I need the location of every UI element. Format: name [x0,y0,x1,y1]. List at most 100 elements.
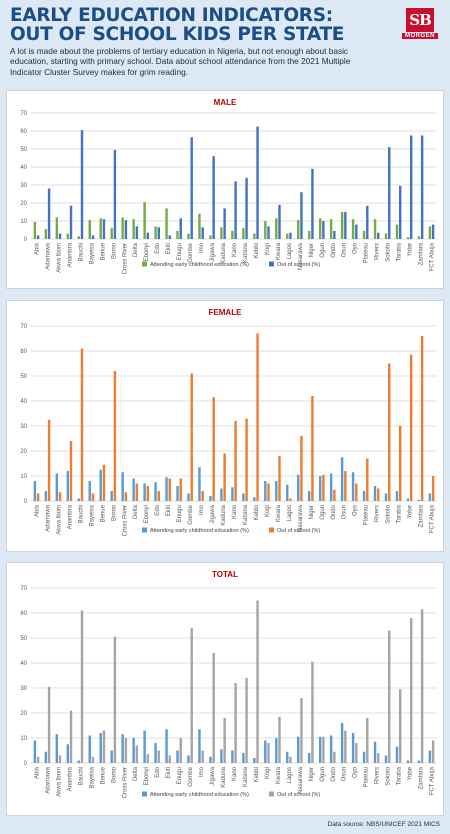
female-category-label: Kebbi [254,505,260,520]
male-attending-bar [384,233,388,239]
female-category-label: Adamawa [45,504,51,531]
male-out-of-school-bar [388,147,391,239]
female-category-label: Bayelsa [89,504,95,526]
male-category-label: Delta [133,242,139,257]
total-attending-bar [395,746,399,763]
female-chart-title: FEMALE [209,308,243,317]
female-out-of-school-bar [245,418,248,501]
total-y-tick-label: 10 [20,736,27,742]
female-attending-bar [395,491,399,501]
male-legend-attending-label: Attending early childhood education (%) [150,262,249,268]
male-attending-bar [154,226,157,239]
total-out-of-school-bar [179,738,182,763]
female-category-label: Yobe [408,504,414,518]
female-attending-bar [275,481,278,501]
female-category-label: Jigawa [210,504,216,523]
total-category-label: Delta [133,766,139,781]
male-out-of-school-bar [168,235,171,239]
female-out-of-school-bar [102,464,106,501]
male-attending-bar [307,230,311,239]
female-out-of-school-bar [344,471,347,501]
total-out-of-school-bar [245,678,248,763]
total-category-label: Borno [111,766,117,783]
male-category-label: Taraba [397,242,403,261]
total-category-label: Plateau [364,767,370,787]
total-category-label: Lagos [287,767,293,783]
male-attending-bar [329,219,333,239]
total-category-label: Nasarawa [298,766,304,794]
male-attending-bar [275,218,278,239]
male-y-tick-label: 60 [20,129,27,135]
female-y-tick-label: 60 [20,349,27,355]
male-out-of-school-bar [36,235,40,239]
total-attending-bar [318,736,322,763]
total-out-of-school-bar [377,753,380,763]
male-out-of-school-bar [58,233,62,239]
female-legend-out-of-school-label: Out of school (%) [277,528,320,534]
total-chart: TOTAL 0 10 20 30 40 50 60 70 Abia Adamawa Akwa Ibom… [20,570,437,798]
total-category-label: Kebbi [254,767,260,782]
total-out-of-school-bar [223,718,226,763]
male-out-of-school-bar [69,205,73,239]
total-category-label: Edo [155,766,161,777]
total-attending-bar [110,750,113,763]
total-attending-bar [44,751,48,763]
male-attending-bar [165,208,168,239]
male-attending-bar [44,229,48,239]
female-attending-bar [318,476,322,501]
female-out-of-school-bar [366,458,369,501]
female-category-label: Katsina [243,504,249,525]
male-category-label: Benue [100,242,106,260]
total-attending-bar [165,729,168,763]
female-attending-bar [406,498,410,501]
total-category-label: Kogi [265,767,271,779]
female-out-of-school-bar [135,483,139,501]
total-out-of-school-bar [58,755,62,763]
female-legend-out-of-school-swatch [269,527,274,533]
total-attending-bar [77,760,80,763]
male-attending-bar [340,212,344,239]
male-attending-bar [187,233,190,239]
total-category-label: Kano [232,766,238,781]
total-category-label: Ekiti [166,767,172,778]
female-attending-bar [384,493,388,501]
male-attending-bar [99,218,102,239]
male-category-label: Plateau [364,243,370,263]
total-out-of-school-bar [168,755,171,763]
total-category-label: Enugu [177,767,183,784]
female-category-label: Imo [199,504,205,515]
female-attending-bar [66,471,70,501]
total-attending-bar [428,750,432,763]
total-out-of-school-bar [135,745,139,763]
male-y-tick-label: 70 [20,111,27,117]
male-category-label: Lagos [287,243,293,259]
male-attending-bar [318,218,322,239]
total-attending-bar [154,743,157,763]
male-out-of-school-bar [135,226,139,239]
total-category-label: Anambra [67,766,73,791]
female-category-label: Gombe [188,504,194,524]
female-out-of-school-bar [69,441,73,501]
male-category-label: Sokoto [386,242,392,261]
female-out-of-school-bar [179,478,182,501]
total-out-of-school-bar [300,698,303,763]
female-out-of-school-bar [124,492,128,501]
male-category-label: Ekiti [166,243,172,254]
female-category-label: Bauchi [78,505,84,523]
total-out-of-school-bar [355,743,358,763]
total-y-tick-label: 50 [20,636,27,642]
title-line-2: OUT OF SCHOOL KIDS PER STATE [10,24,345,45]
male-attending-bar [33,221,37,239]
male-category-label: Rivers [375,243,381,260]
male-attending-bar [362,230,366,239]
female-category-label: Rivers [375,505,381,522]
female-y-tick-label: 70 [20,324,27,330]
male-category-label: Akwa Ibom [56,243,62,273]
male-out-of-school-bar [124,220,128,239]
male-chart: MALE 0 10 20 30 40 50 60 70 Abia Adamawa Akwa Ibom A… [20,98,437,274]
total-attending-bar [406,760,410,763]
male-attending-bar [351,219,355,239]
total-attending-bar [275,738,278,763]
total-legend-out-of-school-label: Out of school (%) [277,792,320,798]
total-attending-bar [297,736,300,763]
